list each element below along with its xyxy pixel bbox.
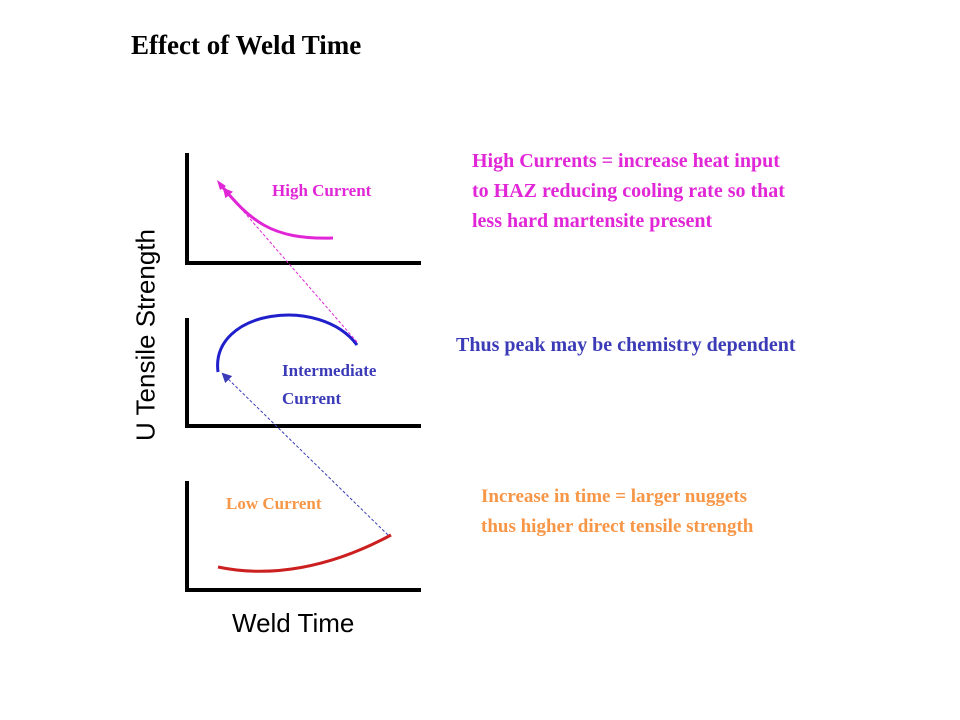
high-note-line2: to HAZ reducing cooling rate so that xyxy=(472,180,785,202)
middle-axes xyxy=(185,318,421,428)
intermediate-label-line2: Current xyxy=(282,389,342,408)
intermediate-current-label: Intermediate Current xyxy=(282,357,376,413)
arrow-to-high-current xyxy=(222,187,358,343)
low-note-line2: thus higher direct tensile strength xyxy=(481,516,754,537)
high-current-label: High Current xyxy=(272,181,372,200)
page-title: Effect of Weld Time xyxy=(131,30,362,60)
high-note-line1: High Currents = increase heat input xyxy=(472,150,780,172)
x-axis-label: Weld Time xyxy=(232,608,355,638)
low-current-note: Increase in time = larger nuggets thus h… xyxy=(481,482,753,542)
low-note-line1: Increase in time = larger nuggets xyxy=(481,486,748,507)
high-current-note: High Currents = increase heat input to H… xyxy=(472,146,785,236)
intermediate-current-curve xyxy=(216,313,359,373)
y-axis-label: U Tensile Strength xyxy=(130,229,161,441)
arrow-to-intermediate-current xyxy=(221,372,389,536)
top-axes xyxy=(185,153,421,265)
intermediate-label-line1: Intermediate xyxy=(282,361,377,380)
high-note-line3: less hard martensite present xyxy=(472,210,713,232)
low-current-label: Low Current xyxy=(226,494,322,513)
bottom-axes xyxy=(185,481,421,592)
peak-note: Thus peak may be chemistry dependent xyxy=(456,334,796,356)
low-current-curve xyxy=(217,533,392,573)
